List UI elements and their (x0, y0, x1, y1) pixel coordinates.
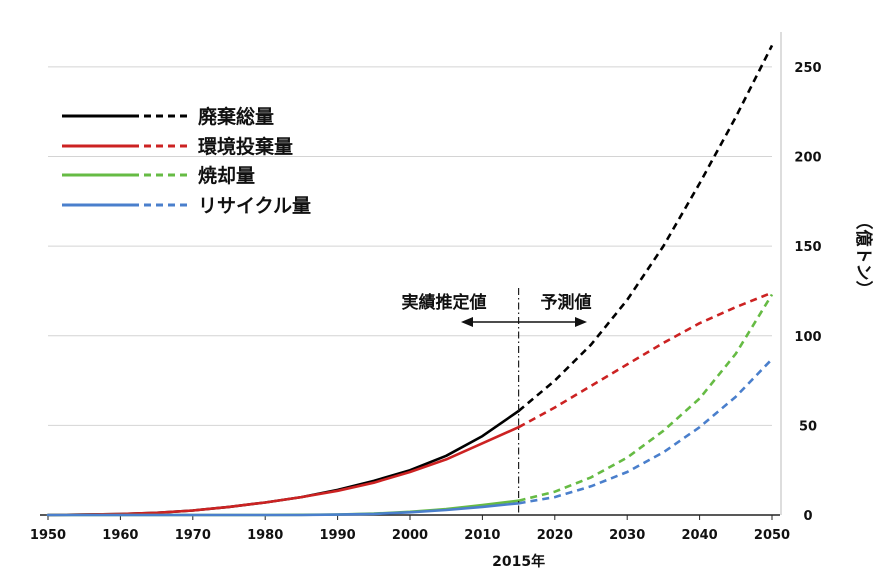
x-tick-label: 2010 (464, 528, 500, 543)
legend-item: 環境投棄量 (62, 135, 293, 158)
series-line-forecast (517, 291, 773, 429)
x-tick-label: 2050 (754, 528, 790, 543)
x-tick-label: 1950 (30, 528, 66, 543)
x-tick-label: 1960 (102, 528, 138, 543)
series (46, 293, 774, 517)
legend-item: 焼却量 (62, 164, 255, 187)
legend-label: 廃棄総量 (198, 105, 274, 128)
y-tick-label: 100 (794, 330, 821, 345)
x-tick-label: 2000 (392, 528, 428, 543)
y-tick-label: 250 (794, 61, 821, 76)
annotations: 2015年 実績推定値 予測値 (402, 288, 592, 570)
legend-label: 焼却量 (198, 164, 255, 187)
legend-label: リサイクル量 (198, 195, 311, 217)
x-tick-label: 2030 (609, 528, 645, 543)
series-line-actual (46, 425, 520, 517)
y-tick-label: 50 (799, 419, 817, 434)
series (46, 358, 773, 517)
axes: 0 50 100 150 200 250 1950 1960 1970 1980 1990 2000 2… (30, 32, 874, 543)
legend-label: 環境投棄量 (198, 135, 293, 158)
legend-item: リサイクル量 (62, 195, 311, 217)
x-tick-label: 2020 (537, 528, 573, 543)
y-tick-label: 150 (794, 240, 821, 255)
x-tick-label: 1980 (247, 528, 283, 543)
series-line-actual (46, 501, 520, 517)
series (46, 291, 773, 517)
x-tick-label: 1990 (320, 528, 356, 543)
y-unit-label: （億トン） (853, 213, 874, 298)
arrow-head-left (461, 317, 473, 327)
y-tick-label: 0 (803, 509, 812, 524)
x-tick-label: 2040 (682, 528, 718, 543)
annotation-forecast: 予測値 (541, 292, 592, 313)
annotation-actual: 実績推定値 (402, 292, 487, 313)
grid-lines (48, 66, 772, 426)
series-line-forecast (518, 358, 773, 505)
series-layer (46, 44, 774, 517)
arrow-head-right (575, 317, 587, 327)
x-tick-label: 1970 (175, 528, 211, 543)
marker-label: 2015年 (492, 553, 545, 570)
y-tick-label: 200 (794, 151, 821, 166)
legend-item: 廃棄総量 (62, 105, 274, 128)
